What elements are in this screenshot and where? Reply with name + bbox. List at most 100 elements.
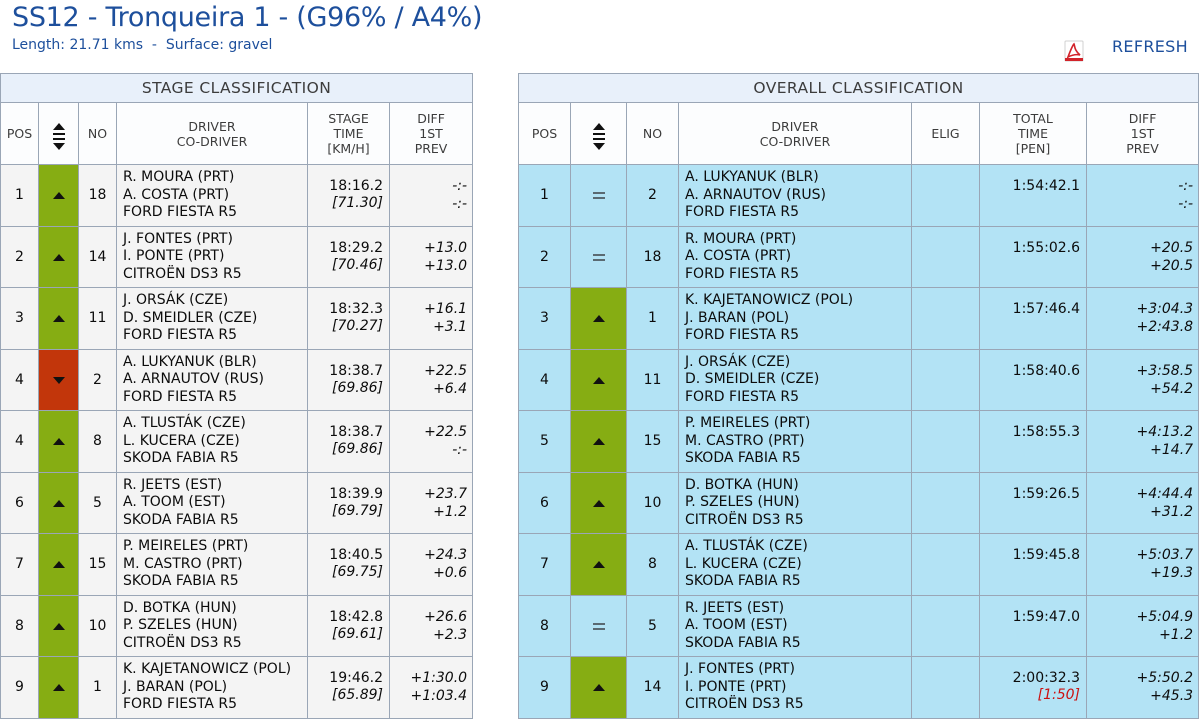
table-row[interactable]: 4 11 J. ORSÁK (CZE) D. SMEIDLER (CZE) FORD F… <box>518 348 1200 411</box>
table-row[interactable]: 7 15 P. MEIRELES (PRT) M. CASTRO (PRT) SKODA… <box>0 533 474 596</box>
total-time: 1:55:02.6 <box>1012 239 1080 256</box>
diff-first: +22.5 <box>424 424 468 441</box>
diff-first: +5:04.9 <box>1136 608 1194 625</box>
diff-first: +4:44.4 <box>1136 485 1194 502</box>
position-change-cell <box>570 471 627 534</box>
diff-prev: +19.3 <box>1150 565 1194 582</box>
position-up-icon <box>592 684 605 692</box>
car-model: SKODA FABIA R5 <box>123 511 239 528</box>
total-time-cell: 1:59:45.8 <box>979 533 1087 596</box>
position-cell: 8 <box>518 594 571 657</box>
car-model: CITROËN DS3 R5 <box>685 511 804 528</box>
position-change-cell <box>570 656 627 719</box>
driver-name: J. ORSÁK (CZE) <box>123 292 229 308</box>
stage-time: 18:29.2 <box>329 239 383 256</box>
diff-cell: +5:03.7 +19.3 <box>1085 533 1200 596</box>
car-number-cell: 14 <box>626 656 679 719</box>
diff-prev: +1.2 <box>433 503 468 520</box>
position-down-icon <box>52 376 65 384</box>
col-no: NO <box>78 102 117 165</box>
stage-subtitle: Length: 21.71 kms - Surface: gravel <box>12 37 273 53</box>
position-change-cell <box>570 348 627 411</box>
crew-cell: J. FONTES (PRT) I. PONTE (PRT) CITROËN DS3… <box>678 656 912 719</box>
table-row[interactable]: 1 18 R. MOURA (PRT) A. COSTA (PRT) FORD FIES… <box>0 164 474 227</box>
diff-prev: +20.5 <box>1150 257 1194 274</box>
pdf-icon[interactable] <box>1064 40 1084 62</box>
position-cell: 7 <box>0 533 39 596</box>
col-diff-line3: PREV <box>414 141 448 156</box>
position-cell: 7 <box>518 533 571 596</box>
crew-cell: R. MOURA (PRT) A. COSTA (PRT) FORD FIESTA … <box>116 164 308 227</box>
elig-cell <box>911 287 980 350</box>
codriver-name: L. KUCERA (CZE) <box>685 555 802 572</box>
stage-time-cell: 18:38.7 [69.86] <box>307 348 390 411</box>
crew-cell: J. ORSÁK (CZE) D. SMEIDLER (CZE) FORD FIES… <box>116 287 308 350</box>
table-row[interactable]: 1 2 A. LUKYANUK (BLR) A. ARNAUTOV (RUS) FORD… <box>518 164 1200 227</box>
crew-cell: K. KAJETANOWICZ (POL) J. BARAN (POL) FORD … <box>116 656 308 719</box>
car-number-cell: 8 <box>626 533 679 596</box>
table-row[interactable]: 7 8 A. TLUSTÁK (CZE) L. KUCERA (CZE) SKODA F… <box>518 533 1200 596</box>
table-row[interactable]: 8 10 D. BOTKA (HUN) P. SZELES (HUN) CITROËN … <box>0 594 474 657</box>
refresh-button[interactable]: REFRESH <box>1112 37 1188 56</box>
stage-time-cell: 18:38.7 [69.86] <box>307 410 390 473</box>
col-diff: DIFF 1ST PREV <box>1085 102 1200 165</box>
diff-first: +16.1 <box>424 301 468 318</box>
codriver-name: P. SZELES (HUN) <box>123 617 238 633</box>
stage-time-cell: 18:39.9 [69.79] <box>307 471 390 534</box>
table-row[interactable]: 6 10 D. BOTKA (HUN) P. SZELES (HUN) CITROËN … <box>518 471 1200 534</box>
diff-prev: +3.1 <box>433 319 468 336</box>
col-time-line2: TIME <box>1017 126 1048 141</box>
table-row[interactable]: 4 8 A. TLUSTÁK (CZE) L. KUCERA (CZE) SKODA F… <box>0 410 474 473</box>
diff-cell: +4:13.2 +14.7 <box>1085 410 1200 473</box>
table-row[interactable]: 3 11 J. ORSÁK (CZE) D. SMEIDLER (CZE) FORD F… <box>0 287 474 350</box>
diff-cell: -:- -:- <box>388 164 474 227</box>
diff-first: +5:03.7 <box>1136 547 1194 564</box>
penalty-time: [1:50] <box>1037 687 1080 704</box>
table-row[interactable]: 5 15 P. MEIRELES (PRT) M. CASTRO (PRT) SKODA… <box>518 410 1200 473</box>
car-number-cell: 2 <box>78 348 117 411</box>
position-same-icon <box>592 192 605 200</box>
table-row[interactable]: 8 5 R. JEETS (EST) A. TOOM (EST) SKODA FABIA… <box>518 594 1200 657</box>
position-cell: 6 <box>518 471 571 534</box>
table-row[interactable]: 9 14 J. FONTES (PRT) I. PONTE (PRT) CITROËN … <box>518 656 1200 719</box>
table-row[interactable]: 3 1 K. KAJETANOWICZ (POL) J. BARAN (POL) FOR… <box>518 287 1200 350</box>
position-same-icon <box>592 253 605 261</box>
total-time-cell: 2:00:32.3 [1:50] <box>979 656 1087 719</box>
diff-prev: +2.3 <box>433 626 468 643</box>
driver-name: A. TLUSTÁK (CZE) <box>123 415 246 431</box>
crew-cell: P. MEIRELES (PRT) M. CASTRO (PRT) SKODA FA… <box>678 410 912 473</box>
stage-time: 18:40.5 <box>329 547 383 564</box>
table-row[interactable]: 4 2 A. LUKYANUK (BLR) A. ARNAUTOV (RUS) FORD… <box>0 348 474 411</box>
position-change-cell <box>570 594 627 657</box>
car-model: FORD FIESTA R5 <box>123 327 238 343</box>
position-up-icon <box>52 192 65 200</box>
total-time: 1:58:40.6 <box>1012 362 1080 379</box>
col-change-sort[interactable] <box>38 102 79 165</box>
codriver-name: M. CASTRO (PRT) <box>685 432 805 449</box>
table-row[interactable]: 2 18 R. MOURA (PRT) A. COSTA (PRT) FORD FIES… <box>518 225 1200 288</box>
diff-cell: +3:04.3 +2:43.8 <box>1085 287 1200 350</box>
diff-cell: +26.6 +2.3 <box>388 594 474 657</box>
stage-speed: [69.86] <box>331 441 383 458</box>
diff-cell: +23.7 +1.2 <box>388 471 474 534</box>
position-up-icon <box>52 561 65 569</box>
diff-cell: +1:30.0 +1:03.4 <box>388 656 474 719</box>
table-row[interactable]: 6 5 R. JEETS (EST) A. TOOM (EST) SKODA FABIA… <box>0 471 474 534</box>
stage-speed: [69.86] <box>331 379 383 396</box>
position-up-icon <box>52 253 65 261</box>
stage-speed: [71.30] <box>331 195 383 212</box>
elig-cell <box>911 594 980 657</box>
table-row[interactable]: 9 1 K. KAJETANOWICZ (POL) J. BARAN (POL) FOR… <box>0 656 474 719</box>
crew-cell: D. BOTKA (HUN) P. SZELES (HUN) CITROËN DS3… <box>116 594 308 657</box>
driver-name: R. JEETS (EST) <box>123 476 223 493</box>
crew-cell: J. FONTES (PRT) I. PONTE (PRT) CITROËN DS3… <box>116 225 308 288</box>
sort-updown-icon <box>52 122 65 150</box>
position-up-icon <box>592 561 605 569</box>
table-row[interactable]: 2 14 J. FONTES (PRT) I. PONTE (PRT) CITROËN … <box>0 225 474 288</box>
car-number-cell: 1 <box>78 656 117 719</box>
col-change-sort[interactable] <box>570 102 627 165</box>
car-model: FORD FIESTA R5 <box>685 204 800 220</box>
driver-name: A. LUKYANUK (BLR) <box>123 353 257 370</box>
driver-name: A. LUKYANUK (BLR) <box>685 169 819 185</box>
car-model: CITROËN DS3 R5 <box>685 696 804 712</box>
